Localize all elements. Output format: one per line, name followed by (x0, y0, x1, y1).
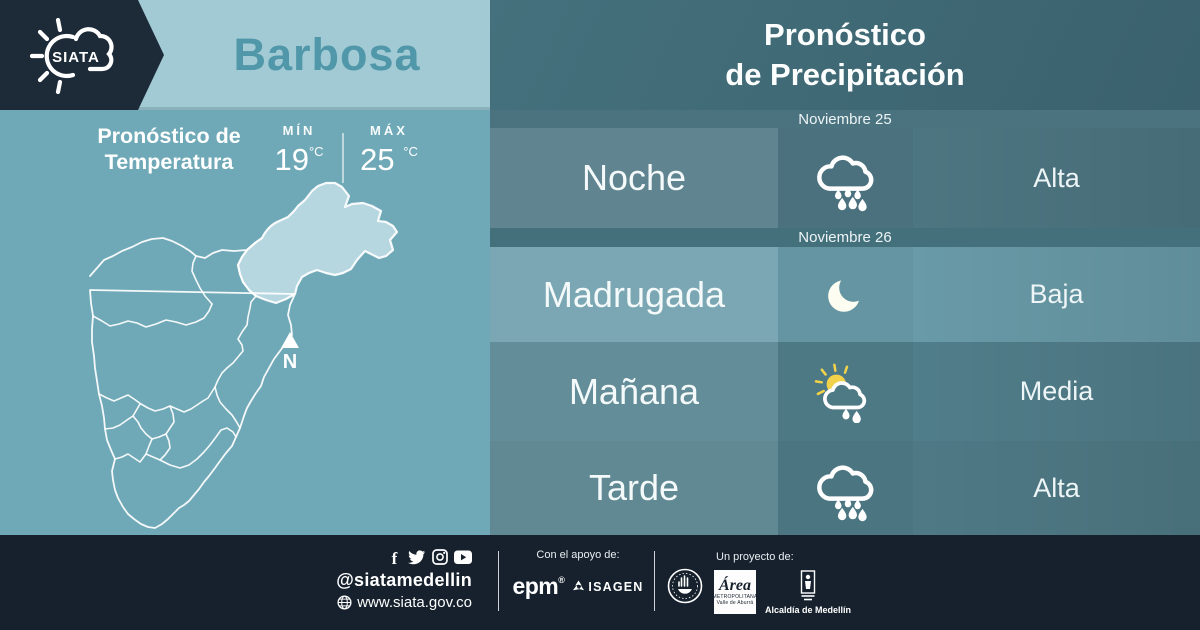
probability-level: Alta (913, 441, 1200, 535)
probability-level: Media (913, 342, 1200, 441)
alcaldia-caption: Alcaldía de Medellín (764, 605, 852, 615)
sun-rain-icon (814, 363, 866, 423)
period-label: Madrugada (490, 247, 778, 342)
period-label: Tarde (490, 441, 778, 535)
aburra-valley-map: N (89, 181, 399, 529)
isagen-logo-text: ISAGEN (588, 579, 644, 594)
period-label: Noche (490, 128, 778, 228)
project-logos: Área METROPOLITANA Valle de Aburrá (713, 570, 851, 615)
facebook-icon[interactable]: f (387, 549, 402, 565)
date-band-nov-26: Noviembre 26 (490, 228, 1200, 247)
north-compass-icon: N (281, 332, 299, 373)
isagen-logo: ISAGEN (572, 580, 643, 594)
epm-logo: epm® (512, 573, 565, 599)
instagram-icon[interactable] (432, 549, 448, 565)
temperature-title: Pronóstico de Temperatura (80, 123, 258, 175)
siata-logo-text: SIATA (52, 49, 100, 66)
alcaldia-emblem-icon (800, 570, 816, 601)
forecast-row-manana: Mañana (490, 342, 1200, 441)
min-max-divider (342, 133, 344, 183)
brand-arrow-shape (0, 0, 164, 110)
weather-icon-cell (778, 342, 913, 441)
svg-text:f: f (392, 549, 398, 565)
isagen-pinwheel-icon (573, 580, 585, 591)
globe-icon (337, 595, 352, 610)
rain-cloud-icon (816, 465, 873, 522)
website-url[interactable]: www.siata.gov.co (357, 594, 472, 611)
footer: f @siatamedellin (0, 535, 1200, 630)
website-row[interactable]: www.siata.gov.co (330, 594, 472, 611)
precipitation-title: Pronóstico de Precipitación (490, 0, 1200, 110)
emblem-seal-icon (667, 568, 703, 604)
footer-divider-2 (654, 551, 655, 611)
temperature-max: MÁX 25 °C (356, 123, 422, 178)
max-label: MÁX (370, 123, 408, 138)
epm-registered-mark: ® (558, 575, 565, 585)
precipitation-title-line1: Pronóstico (764, 16, 926, 52)
siata-logo-icon: SIATA (29, 17, 114, 95)
sponsor-logos: epm® ISAGEN (512, 575, 644, 598)
precipitation-title-line2: de Precipitación (725, 57, 965, 92)
weather-icon-cell (778, 128, 913, 228)
footer-divider-1 (498, 551, 499, 611)
rain-cloud-icon (816, 155, 873, 212)
weather-icon-cell (778, 441, 913, 535)
temperature-title-line2: Temperatura (104, 150, 234, 175)
temperature-header: Pronóstico de Temperatura MÍN 19°C MÁX 2… (80, 123, 422, 183)
social-block: f @siatamedellin (330, 549, 472, 611)
probability-level: Alta (913, 128, 1200, 228)
date-band-nov-25: Noviembre 25 (490, 110, 1200, 128)
brand-band: Barbosa SIATA (0, 0, 490, 110)
social-icons: f (330, 549, 472, 565)
max-unit: °C (403, 144, 418, 159)
area-metropolitana-logo: Área METROPOLITANA Valle de Aburrá (713, 570, 757, 614)
period-label: Mañana (490, 342, 778, 441)
min-label: MÍN (282, 123, 316, 138)
project-block: Un proyecto de: Área METROPOLITANA Valle… (667, 551, 852, 615)
alcaldia-medellin-logo: Alcaldía de Medellín (765, 570, 851, 615)
forecast-row-madrugada: Madrugada Baja (490, 247, 1200, 342)
twitter-icon[interactable] (408, 549, 426, 565)
north-compass-label: N (283, 351, 297, 373)
min-value: 19°C (274, 142, 324, 177)
supported-by-label: Con el apoyo de: (536, 549, 620, 561)
project-label: Un proyecto de: (716, 551, 794, 563)
forecast-row-noche: Noche Alta (490, 128, 1200, 228)
temperature-min: MÍN 19°C (266, 123, 332, 178)
map-region-barbosa-highlight (236, 181, 399, 305)
municipality-title: Barbosa (233, 29, 421, 80)
precipitation-panel: Pronóstico de Precipitación Noviembre 25… (490, 0, 1200, 535)
project-content: Un proyecto de: Área METROPOLITANA Valle… (713, 551, 852, 615)
social-handle[interactable]: @siatamedellin (336, 570, 472, 590)
weather-icon-cell (778, 247, 913, 342)
probability-level: Baja (913, 247, 1200, 342)
min-unit: °C (308, 144, 324, 159)
temperature-title-line1: Pronóstico de (97, 124, 241, 148)
temperature-map-panel: N Pronóstico de Temperatura MÍN 19°C MÁX… (0, 110, 490, 535)
youtube-icon[interactable] (454, 550, 472, 565)
supported-by-block: Con el apoyo de: epm® ISAGEN (512, 549, 644, 598)
moon-icon (824, 273, 867, 316)
forecast-row-tarde: Tarde Alta (490, 441, 1200, 535)
max-value: 25 °C (360, 142, 418, 177)
